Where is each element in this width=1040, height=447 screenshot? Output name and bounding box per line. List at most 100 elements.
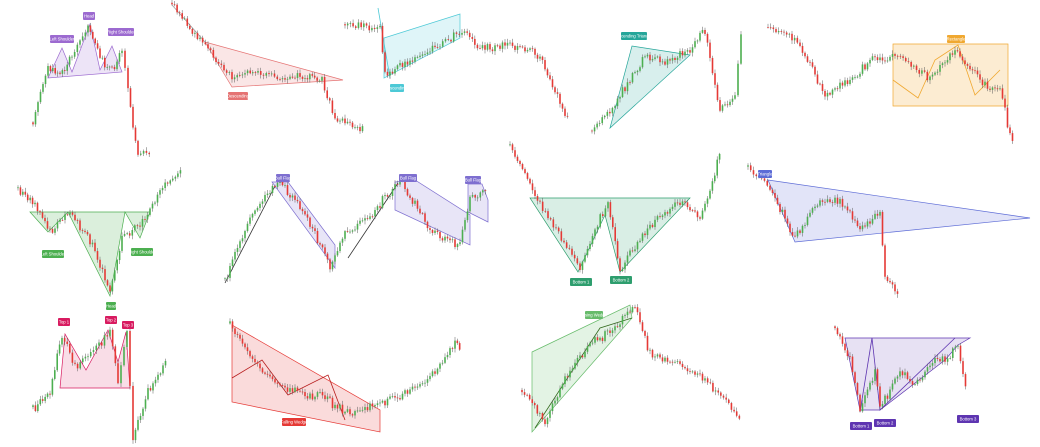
candle-bull xyxy=(729,101,731,106)
candle-bull xyxy=(569,370,571,378)
candle-bull xyxy=(391,395,394,397)
candle-bear xyxy=(889,280,891,283)
candle-bear xyxy=(616,241,619,259)
candle-bull xyxy=(134,429,137,441)
candle-bear xyxy=(579,263,581,270)
candle-bear xyxy=(344,24,346,26)
candle-bear xyxy=(876,213,879,216)
zigzag-line xyxy=(231,359,346,421)
candle-bull xyxy=(479,192,482,198)
candle-bull xyxy=(371,27,373,31)
candle-bear xyxy=(769,27,772,29)
candle-bear xyxy=(1009,127,1011,134)
candle-bear xyxy=(669,361,671,363)
candle-bull xyxy=(686,50,689,52)
candle-bear xyxy=(533,403,536,406)
candle-bull xyxy=(714,390,717,392)
candle-bear xyxy=(268,73,270,75)
candle-bear xyxy=(201,37,204,43)
chart-panel-2: Descending xyxy=(171,0,364,134)
candle-bull xyxy=(294,387,296,392)
candle-bear xyxy=(561,103,564,109)
pattern-label: Bottom 2 xyxy=(874,419,896,427)
candle-bear xyxy=(864,64,866,70)
candle-bear xyxy=(884,60,886,62)
candle-bear xyxy=(1001,88,1004,99)
candle-bear xyxy=(286,387,289,392)
candle-bear xyxy=(549,75,551,80)
pattern-overlay xyxy=(47,22,123,79)
candle-bull xyxy=(716,159,718,176)
pattern-label-bg xyxy=(105,316,117,324)
candle-bear xyxy=(96,251,99,260)
candle-bull xyxy=(641,233,644,241)
candle-bear xyxy=(859,226,861,230)
pattern-label-bg xyxy=(465,176,481,184)
candle-bull xyxy=(801,225,804,233)
candle-bull xyxy=(501,42,504,49)
candle-bear xyxy=(511,144,514,151)
candle-bear xyxy=(145,150,148,153)
candle-bear xyxy=(519,160,521,165)
candle-bull xyxy=(84,356,87,359)
candle-bear xyxy=(701,373,704,381)
candle-bull xyxy=(921,70,923,74)
candle-bull xyxy=(379,25,381,28)
candle-bull xyxy=(149,208,151,215)
candle-bear xyxy=(329,259,331,270)
candle-bull xyxy=(614,106,616,108)
candle-bull xyxy=(654,57,656,59)
candle-bear xyxy=(262,74,265,76)
pattern-label: Ascending Triangle xyxy=(616,32,652,40)
candle-bear xyxy=(301,76,304,79)
candle-bear xyxy=(409,195,411,198)
candle-bull xyxy=(593,127,596,132)
candle-bear xyxy=(196,32,199,40)
candle-bear xyxy=(114,346,117,364)
pattern-label-bg xyxy=(850,422,872,430)
candle-series xyxy=(224,174,487,282)
candle-bear xyxy=(899,55,902,57)
candle-bull xyxy=(777,31,780,33)
candle-bull xyxy=(679,51,681,58)
pattern-label-text: Top 3 xyxy=(123,323,134,328)
candle-bear xyxy=(329,98,331,101)
candle-bull xyxy=(241,238,244,242)
candle-bear xyxy=(324,395,326,400)
candle-bull xyxy=(404,61,406,67)
pattern-label-text: Bottom 1 xyxy=(573,280,590,285)
zigzag-line xyxy=(859,337,956,413)
candle-bear xyxy=(128,233,131,236)
candle-bear xyxy=(149,388,152,391)
candle-bear xyxy=(99,259,101,268)
candle-bear xyxy=(681,51,684,56)
candle-bear xyxy=(733,409,735,412)
candle-bear xyxy=(225,70,228,73)
candle-bear xyxy=(849,210,851,212)
candle-bear xyxy=(681,363,684,368)
candle-bull xyxy=(516,46,519,50)
candle-bear xyxy=(406,390,409,394)
pattern-label-text: Bull Flag xyxy=(275,176,292,181)
candle-bull xyxy=(874,213,876,219)
candle-bear xyxy=(129,330,131,386)
candle-bear xyxy=(186,18,189,26)
candle-bull xyxy=(586,248,589,256)
candle-bear xyxy=(223,64,225,71)
candle-bear xyxy=(794,235,796,237)
candle-bull xyxy=(164,360,167,366)
candle-bear xyxy=(829,92,831,95)
candle-bull xyxy=(851,77,854,80)
pattern-label: Right Shoulder xyxy=(128,248,156,256)
candle-bear xyxy=(824,201,826,203)
candle-bull xyxy=(704,378,706,381)
candle-bull xyxy=(69,212,71,215)
candle-bear xyxy=(859,394,861,412)
candle-bear xyxy=(66,214,69,216)
candle-series xyxy=(747,162,899,298)
pattern-label: Right Shoulder xyxy=(107,28,135,36)
candle-bull xyxy=(606,330,609,332)
candle-bear xyxy=(539,200,541,202)
candle-bull xyxy=(356,126,359,128)
candle-bear xyxy=(276,382,279,384)
